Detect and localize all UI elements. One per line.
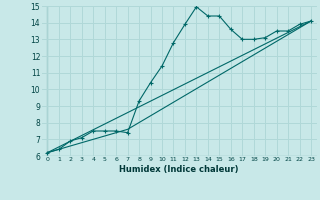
X-axis label: Humidex (Indice chaleur): Humidex (Indice chaleur) <box>119 165 239 174</box>
